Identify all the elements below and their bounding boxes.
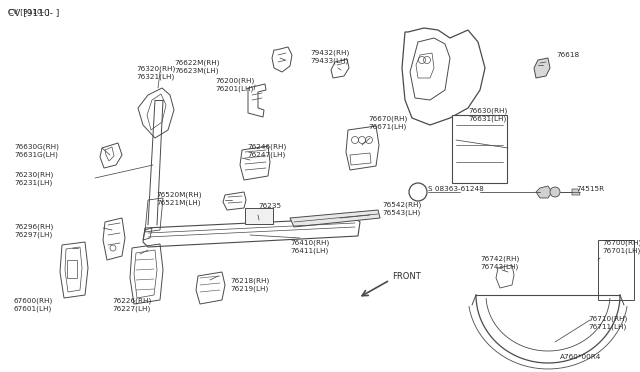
Text: 76230(RH)
76231(LH): 76230(RH) 76231(LH) — [14, 172, 53, 186]
Text: S: S — [413, 192, 417, 201]
Text: 76622M(RH)
76623M(LH): 76622M(RH) 76623M(LH) — [174, 60, 220, 74]
Text: A760*00R4: A760*00R4 — [560, 354, 602, 360]
FancyBboxPatch shape — [245, 208, 273, 224]
Circle shape — [550, 187, 560, 197]
Text: 76742(RH)
76743(LH): 76742(RH) 76743(LH) — [480, 256, 519, 270]
Text: 76410(RH)
76411(LH): 76410(RH) 76411(LH) — [290, 240, 329, 254]
Text: FRONT: FRONT — [392, 272, 420, 281]
Text: CV [9110- ]: CV [9110- ] — [8, 8, 60, 17]
Text: 76226(RH)
76227(LH): 76226(RH) 76227(LH) — [112, 298, 151, 312]
Text: 76200(RH)
76201(LH): 76200(RH) 76201(LH) — [215, 78, 254, 93]
Text: 67600(RH)
67601(LH): 67600(RH) 67601(LH) — [14, 298, 53, 312]
FancyBboxPatch shape — [452, 115, 507, 183]
Text: 76670(RH)
76671(LH): 76670(RH) 76671(LH) — [368, 116, 407, 131]
Text: 76320(RH)
76321(LH): 76320(RH) 76321(LH) — [136, 65, 175, 80]
Text: 76542(RH)
76543(LH): 76542(RH) 76543(LH) — [382, 202, 421, 217]
Text: 76218(RH)
76219(LH): 76218(RH) 76219(LH) — [230, 278, 269, 292]
Text: 76630G(RH)
76631G(LH): 76630G(RH) 76631G(LH) — [14, 143, 59, 157]
Polygon shape — [536, 186, 552, 198]
Text: 76700(RH)
76701(LH): 76700(RH) 76701(LH) — [602, 240, 640, 254]
Text: 76630(RH)
76631(LH): 76630(RH) 76631(LH) — [468, 108, 508, 122]
Text: 76520M(RH)
76521M(LH): 76520M(RH) 76521M(LH) — [156, 192, 202, 206]
Text: 76246(RH)
76247(LH): 76246(RH) 76247(LH) — [247, 143, 286, 157]
Text: 79432(RH)
79433(LH): 79432(RH) 79433(LH) — [310, 50, 349, 64]
Polygon shape — [290, 210, 380, 227]
Text: 76296(RH)
76297(LH): 76296(RH) 76297(LH) — [14, 224, 53, 238]
FancyBboxPatch shape — [598, 240, 634, 300]
Text: CV [9110- ]: CV [9110- ] — [8, 8, 49, 15]
Polygon shape — [534, 58, 550, 78]
Text: 76618: 76618 — [556, 52, 579, 58]
Circle shape — [409, 183, 427, 201]
Text: 74515R: 74515R — [576, 186, 604, 192]
FancyBboxPatch shape — [67, 260, 77, 278]
Text: S 08363-61248: S 08363-61248 — [428, 186, 484, 192]
Polygon shape — [572, 189, 580, 195]
Text: 76710(RH)
76711(LH): 76710(RH) 76711(LH) — [588, 315, 627, 330]
Text: 76235: 76235 — [258, 203, 281, 209]
